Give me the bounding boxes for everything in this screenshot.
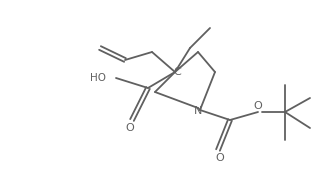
Text: O: O [126,123,134,133]
Text: HO: HO [90,73,106,83]
Text: N: N [194,106,202,116]
Text: O: O [254,101,262,111]
Text: O: O [215,153,224,163]
Text: C: C [173,67,181,77]
